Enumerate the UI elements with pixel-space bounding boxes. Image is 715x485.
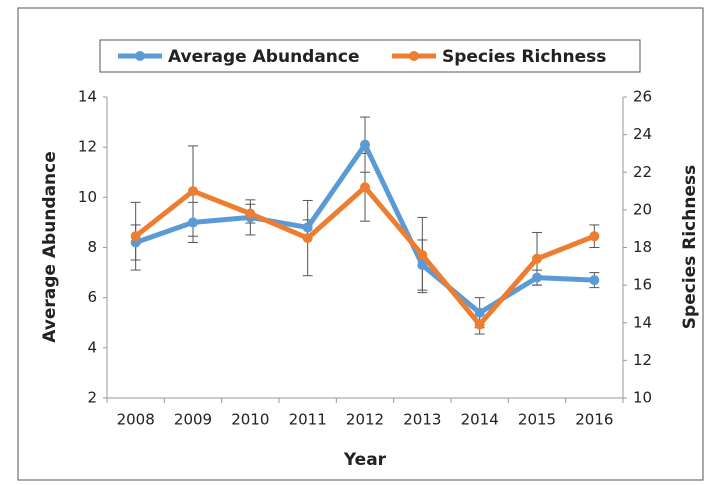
y2-tick-label: 10 (633, 389, 652, 407)
marker (589, 275, 600, 286)
x-tick-label: 2009 (174, 411, 212, 429)
marker (532, 253, 542, 264)
marker (302, 233, 313, 244)
y-tick-label: 10 (78, 188, 97, 206)
frame (17, 7, 704, 481)
marker (417, 250, 428, 261)
y2-axis-title: Species Richness (680, 165, 700, 329)
marker (532, 272, 542, 283)
x-tick-label: 2013 (403, 411, 441, 429)
x-tick-label: 2011 (289, 411, 327, 429)
marker (188, 217, 198, 228)
y2-tick-label: 20 (633, 200, 652, 218)
legend-marker (409, 51, 419, 61)
marker (417, 260, 428, 271)
marker (245, 208, 256, 219)
marker (360, 139, 370, 150)
y2-tick-label: 14 (633, 313, 652, 331)
legend-marker (135, 51, 145, 61)
y-tick-label: 8 (87, 238, 97, 256)
y-tick-label: 12 (78, 138, 97, 156)
marker (188, 186, 198, 197)
y-tick-label: 2 (87, 389, 97, 407)
marker (474, 307, 485, 318)
x-tick-label: 2016 (575, 411, 613, 429)
legend-box (99, 39, 641, 73)
y-axis-title: Average Abundance (40, 151, 60, 343)
marker (589, 231, 600, 242)
y2-tick-label: 12 (633, 351, 652, 369)
legend-label: Species Richness (442, 47, 606, 67)
y2-tick-label: 16 (633, 276, 652, 294)
y2-tick-label: 18 (633, 238, 652, 256)
y2-tick-label: 22 (633, 163, 652, 181)
marker (130, 231, 141, 242)
marker (360, 182, 370, 193)
x-axis-title: Year (343, 450, 387, 470)
y-tick-label: 6 (87, 288, 97, 306)
y2-tick-label: 26 (633, 88, 652, 106)
y2-tick-label: 24 (633, 125, 652, 143)
y-tick-label: 14 (78, 88, 97, 106)
x-tick-label: 2015 (518, 411, 556, 429)
marker (302, 222, 313, 233)
y-tick-label: 4 (87, 338, 97, 356)
x-tick-label: 2012 (346, 411, 384, 429)
x-tick-label: 2014 (461, 411, 499, 429)
x-tick-label: 2010 (231, 411, 269, 429)
marker (474, 319, 485, 330)
x-tick-label: 2008 (117, 411, 155, 429)
legend-label: Average Abundance (168, 47, 360, 67)
